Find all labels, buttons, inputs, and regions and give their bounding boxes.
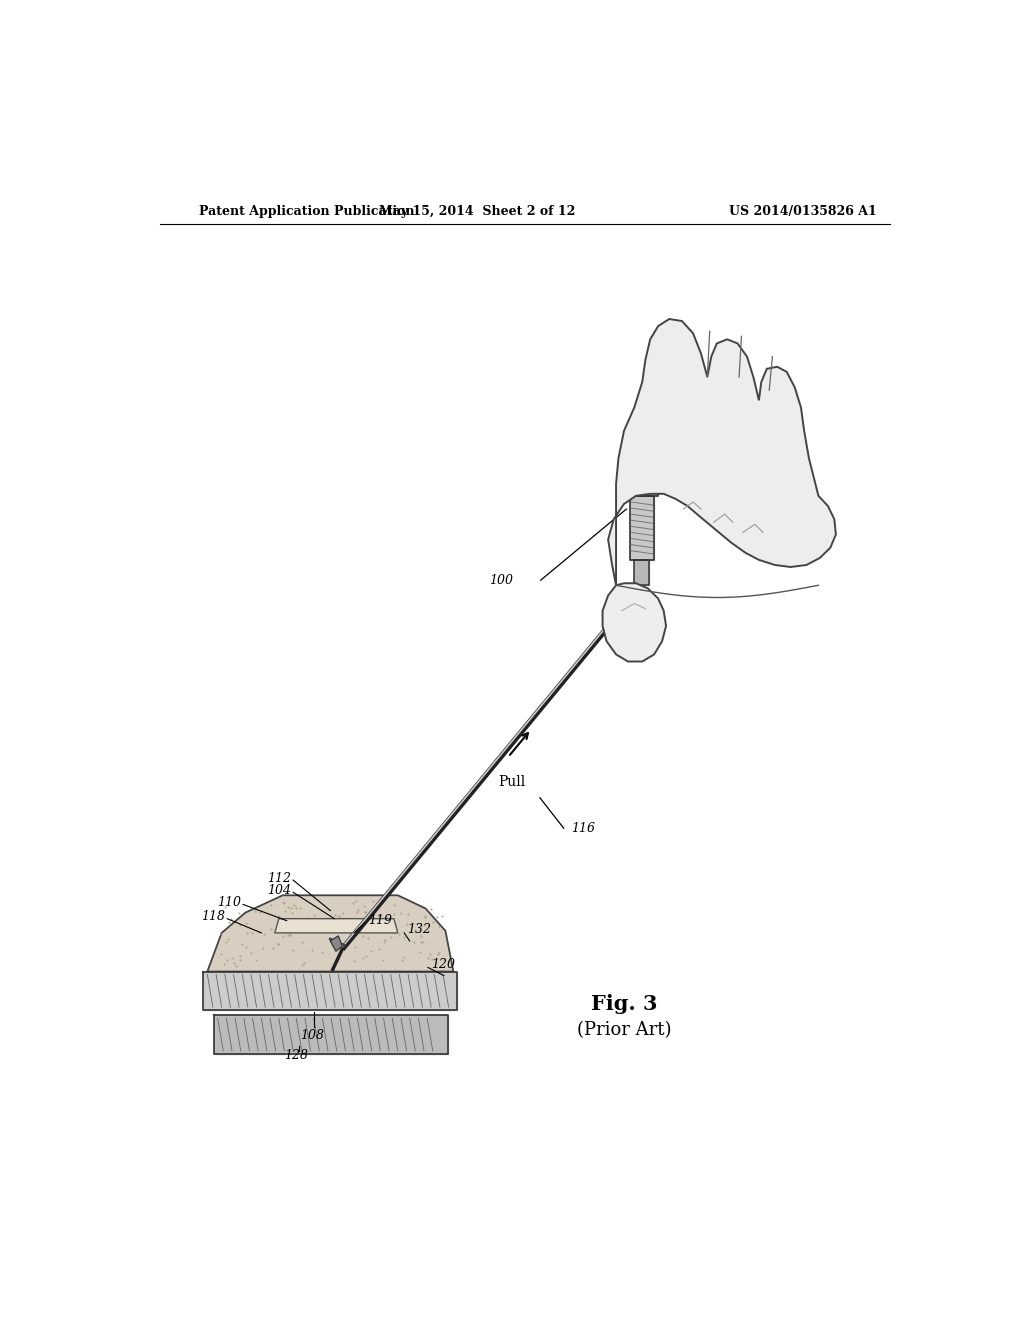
Text: May 15, 2014  Sheet 2 of 12: May 15, 2014 Sheet 2 of 12 <box>379 205 575 218</box>
Text: 104: 104 <box>266 883 291 896</box>
Text: 116: 116 <box>571 822 596 834</box>
Text: (Prior Art): (Prior Art) <box>577 1022 672 1039</box>
Text: 132: 132 <box>408 924 431 936</box>
Text: 100: 100 <box>489 574 513 586</box>
Polygon shape <box>602 583 666 661</box>
Text: 128: 128 <box>285 1049 308 1061</box>
Polygon shape <box>608 319 836 585</box>
Polygon shape <box>630 496 654 560</box>
Text: Fig. 3: Fig. 3 <box>591 994 657 1014</box>
Text: 119: 119 <box>368 915 391 927</box>
Text: 118: 118 <box>201 909 225 923</box>
Text: 112: 112 <box>266 871 291 884</box>
Polygon shape <box>634 560 649 585</box>
Polygon shape <box>274 919 397 933</box>
Text: Pull: Pull <box>499 775 525 789</box>
Polygon shape <box>626 447 658 496</box>
Text: Patent Application Publication: Patent Application Publication <box>200 205 415 218</box>
Polygon shape <box>214 1015 447 1053</box>
Polygon shape <box>207 895 454 972</box>
Polygon shape <box>204 972 458 1010</box>
Text: 108: 108 <box>300 1030 325 1043</box>
Text: 110: 110 <box>217 896 241 909</box>
Text: US 2014/0135826 A1: US 2014/0135826 A1 <box>729 205 877 218</box>
Text: 120: 120 <box>431 958 455 972</box>
Polygon shape <box>331 936 342 952</box>
